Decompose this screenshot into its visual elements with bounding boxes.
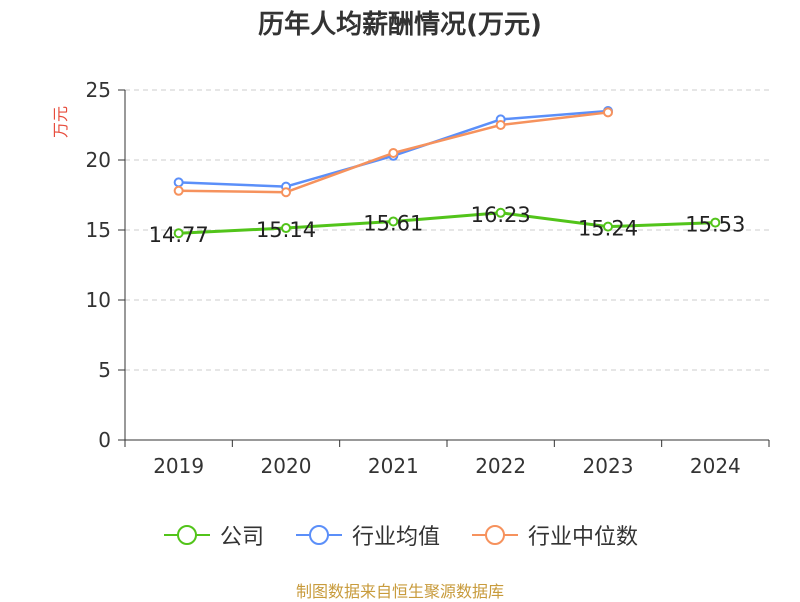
data-point xyxy=(173,185,184,196)
data-label: 15.14 xyxy=(256,218,316,242)
data-label: 15.61 xyxy=(363,211,423,235)
data-point xyxy=(710,217,721,228)
data-point xyxy=(173,177,184,188)
series-line-0 xyxy=(178,211,716,235)
legend-swatch-industry-mean xyxy=(295,525,342,545)
data-point xyxy=(388,148,399,158)
x-tick-label: 2019 xyxy=(153,454,204,478)
data-point xyxy=(603,107,613,118)
legend-swatch-industry-median xyxy=(472,525,518,545)
x-tick-label: 2020 xyxy=(261,454,312,478)
y-tick-label: 10 xyxy=(86,288,111,312)
data-label: 15.53 xyxy=(685,213,745,237)
legend-label-industry-mean: 行业均值 xyxy=(351,525,440,550)
y-tick-label: 25 xyxy=(86,78,111,102)
data-point xyxy=(281,223,291,234)
x-tick-label: 2022 xyxy=(475,454,526,478)
x-tick-label: 2024 xyxy=(690,454,741,478)
data-label: 15.24 xyxy=(578,217,638,241)
data-point xyxy=(388,216,399,227)
legend-item-company[interactable]: 公司 xyxy=(162,519,264,551)
data-point xyxy=(603,221,613,232)
legend-item-industry-median[interactable]: 行业中位数 xyxy=(470,519,638,551)
data-point xyxy=(281,187,291,198)
y-tick-label: 0 xyxy=(98,428,111,452)
data-point xyxy=(495,120,506,130)
data-point xyxy=(495,207,506,218)
chart-title: 历年人均薪酬情况(万元) xyxy=(258,10,542,40)
x-tick-label: 2023 xyxy=(583,454,634,478)
y-tick-label: 15 xyxy=(86,218,111,242)
data-point xyxy=(173,228,184,239)
y-axis-label: 万元 xyxy=(51,106,70,138)
y-tick-label: 20 xyxy=(86,148,111,172)
x-tick-label: 2021 xyxy=(368,454,419,478)
data-label: 14.77 xyxy=(149,223,209,247)
legend-label-company: 公司 xyxy=(219,525,264,550)
chart-legend: 公司 行业均值 行业中位数 xyxy=(0,519,800,551)
legend-item-industry-mean[interactable]: 行业均值 xyxy=(294,519,440,551)
data-label: 16.23 xyxy=(471,203,531,227)
y-tick-label: 5 xyxy=(98,358,111,382)
data-source-note: 制图数据来自恒生聚源数据库 xyxy=(295,582,504,601)
legend-swatch-company xyxy=(163,525,210,545)
legend-label-industry-median: 行业中位数 xyxy=(528,525,639,550)
